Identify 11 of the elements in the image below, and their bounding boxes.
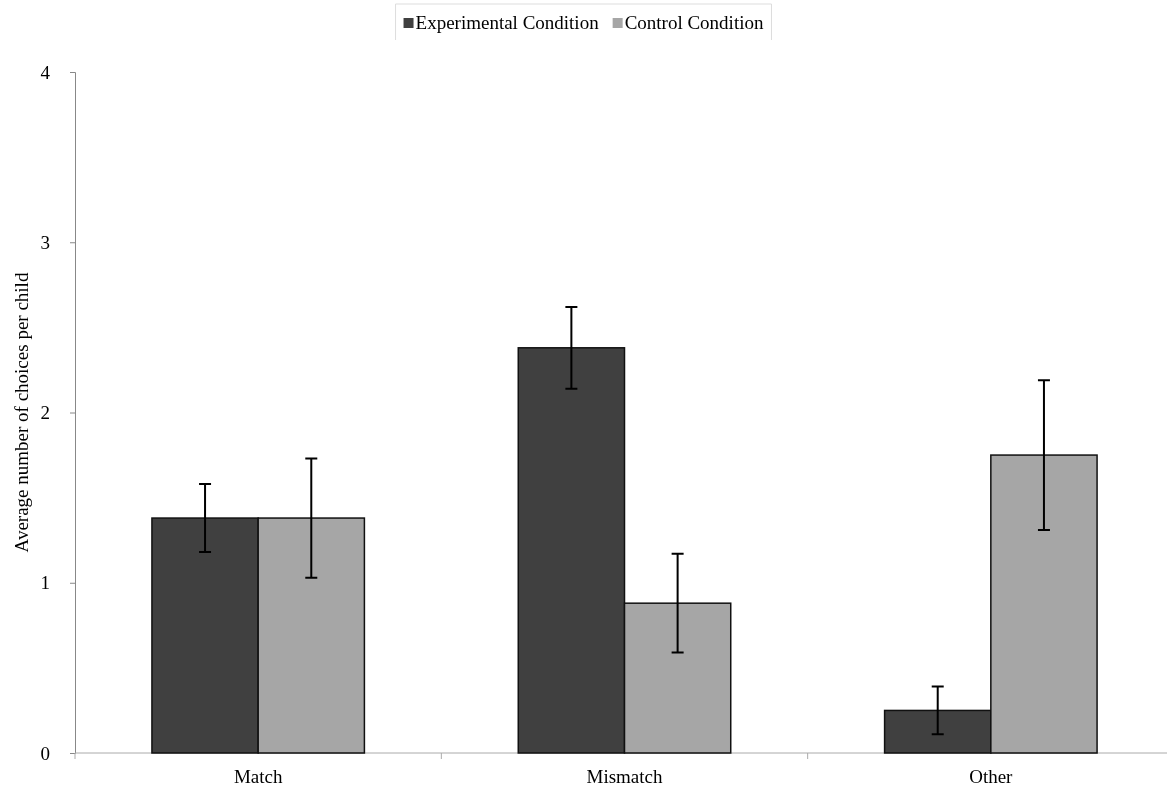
y-tick-label: 0 (40, 742, 50, 764)
y-axis-title: Average number of choices per child (11, 272, 32, 553)
legend-label: Control Condition (624, 12, 764, 33)
x-tick-label: Match (233, 766, 283, 787)
y-tick-label: 4 (40, 61, 51, 83)
x-tick-label: Other (969, 766, 1014, 787)
y-tick-label: 3 (40, 231, 50, 253)
y-tick-label: 1 (40, 572, 50, 594)
legend-label: Experimental Condition (415, 12, 600, 33)
x-tick-label: Mismatch (586, 766, 663, 787)
y-tick-label: 2 (40, 402, 50, 424)
